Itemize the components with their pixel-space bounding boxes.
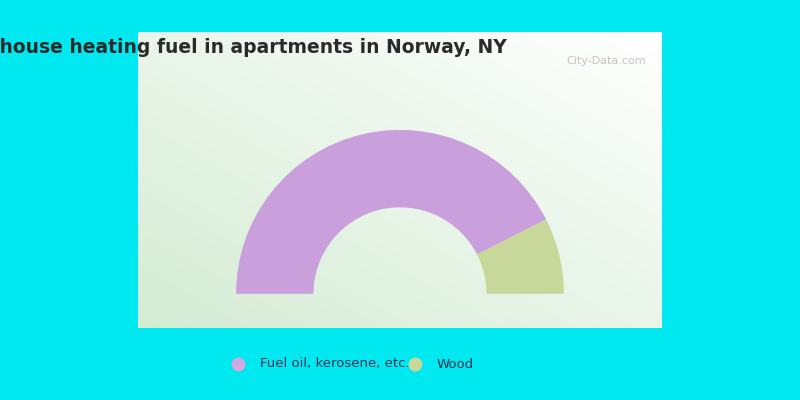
- Text: Fuel oil, kerosene, etc.: Fuel oil, kerosene, etc.: [260, 358, 410, 370]
- Text: Most commonly used house heating fuel in apartments in Norway, NY: Most commonly used house heating fuel in…: [0, 38, 506, 57]
- Wedge shape: [236, 130, 546, 294]
- Text: City-Data.com: City-Data.com: [566, 56, 646, 66]
- Wedge shape: [477, 220, 564, 294]
- Text: Wood: Wood: [437, 358, 474, 370]
